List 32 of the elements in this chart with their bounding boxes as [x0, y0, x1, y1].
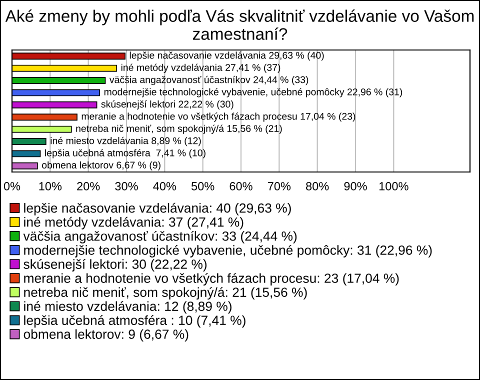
x-tick-label: 20%	[77, 182, 100, 190]
x-tick-label: 60%	[230, 182, 252, 190]
data-label: obmena lektorov 6,67 % (9)	[42, 161, 160, 170]
x-tick-label: 30%	[115, 182, 138, 190]
data-label: lepšia učebná atmosféra 7,41 % (10)	[45, 149, 206, 158]
data-label: iné miesto vzdelávania 8,89 % (12)	[50, 136, 201, 146]
data-label: väčšia angažovanosť účastníkov 24,44 % (33)	[109, 76, 308, 86]
data-label: modernejšie technologické vybavenie, učebné pomôcky 22,96 % (31)	[104, 88, 402, 98]
legend-label: lepšie načasovanie vzdelávania: 40 (29,63 %)	[24, 202, 291, 216]
legend-label: iné metódy vzdelávania: 37 (27,41 %)	[24, 216, 244, 230]
x-tick-label: 80%	[306, 182, 329, 190]
x-tick-label: 0%	[4, 182, 20, 190]
x-tick-label: 70%	[268, 182, 291, 190]
data-label: skúsenejší lektori 22,22 % (30)	[101, 100, 234, 110]
chart-title: Aké zmeny by mohli podľa Vás skvalitniť vzdelávanie vo Vašom zamestnaní?	[5, 10, 474, 40]
x-tick-label: 100%	[379, 182, 408, 190]
x-tick-label: 10%	[39, 182, 62, 190]
data-label: lepšie načasovanie vzdelávania 29,63 % (40)	[130, 52, 324, 61]
legend-label: meranie a hodnotenie vo všetkých fázach procesu: 23 (17,04 %)	[24, 273, 399, 286]
legend-label: lepšia učebná atmosféra : 10 (7,41 %)	[24, 315, 246, 328]
legend-label: modernejšie technologické vybavenie, učebné pomôcky: 31 (22,96 %)	[24, 244, 432, 258]
legend-label: väčšia angažovanosť účastníkov: 33 (24,44 %)	[23, 230, 297, 244]
data-label: iné metódy vzdelávania 27,41 % (37)	[121, 64, 280, 73]
legend-label: obmena lektorov: 9 (6,67 %)	[24, 329, 188, 342]
x-tick-label: 50%	[191, 182, 214, 190]
x-tick-label: 90%	[344, 182, 367, 190]
legend-label: skúsenejší lektori: 30 (22,22 %)	[24, 259, 207, 272]
legend-label: iné miesto vzdelávania: 12 (8,89 %)	[24, 301, 232, 314]
data-label: netreba nič meniť, som spokojný/á 15,56 % (21)	[76, 124, 282, 134]
legend-label: netreba nič meniť, som spokojný/á: 21 (15,56 %)	[24, 287, 307, 300]
x-tick-label: 40%	[153, 182, 176, 190]
data-label: meranie a hodnotenie vo všetkých fázach procesu 17,04 % (23)	[82, 112, 356, 122]
